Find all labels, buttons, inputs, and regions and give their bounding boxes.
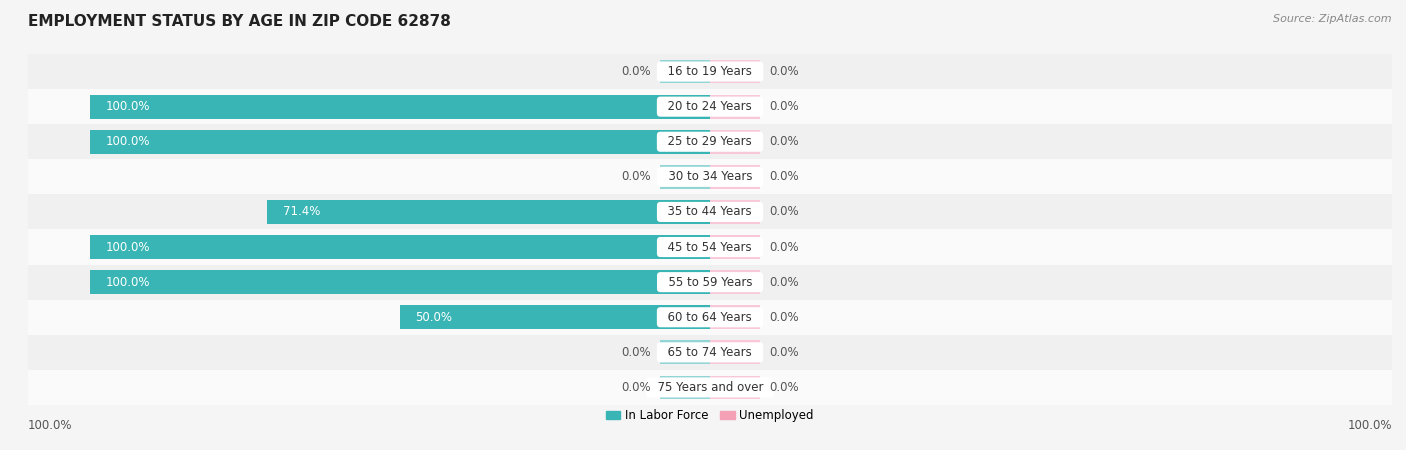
Bar bbox=[28, 300, 1392, 335]
Bar bbox=[710, 235, 759, 259]
Bar bbox=[710, 200, 759, 224]
Bar bbox=[710, 340, 759, 364]
Text: 100.0%: 100.0% bbox=[105, 241, 150, 253]
Bar bbox=[661, 59, 710, 84]
Text: 0.0%: 0.0% bbox=[621, 171, 651, 183]
Text: 0.0%: 0.0% bbox=[621, 346, 651, 359]
Text: 0.0%: 0.0% bbox=[769, 135, 799, 148]
Bar bbox=[28, 335, 1392, 370]
Text: 0.0%: 0.0% bbox=[769, 65, 799, 78]
Text: 100.0%: 100.0% bbox=[28, 419, 73, 432]
Bar bbox=[90, 270, 710, 294]
Bar bbox=[267, 200, 710, 224]
Bar bbox=[710, 165, 759, 189]
Text: 30 to 34 Years: 30 to 34 Years bbox=[661, 171, 759, 183]
Text: Source: ZipAtlas.com: Source: ZipAtlas.com bbox=[1274, 14, 1392, 23]
Text: 0.0%: 0.0% bbox=[621, 65, 651, 78]
Bar bbox=[710, 59, 759, 84]
Text: 0.0%: 0.0% bbox=[769, 276, 799, 288]
Bar bbox=[28, 194, 1392, 230]
Text: 55 to 59 Years: 55 to 59 Years bbox=[661, 276, 759, 288]
Text: 16 to 19 Years: 16 to 19 Years bbox=[661, 65, 759, 78]
Text: 0.0%: 0.0% bbox=[769, 171, 799, 183]
Text: 0.0%: 0.0% bbox=[769, 311, 799, 324]
Bar bbox=[90, 94, 710, 119]
Text: 0.0%: 0.0% bbox=[769, 346, 799, 359]
Bar bbox=[710, 270, 759, 294]
Bar bbox=[710, 375, 759, 400]
Text: 100.0%: 100.0% bbox=[105, 135, 150, 148]
Bar bbox=[661, 340, 710, 364]
Bar bbox=[28, 265, 1392, 300]
Text: 0.0%: 0.0% bbox=[769, 381, 799, 394]
Text: 20 to 24 Years: 20 to 24 Years bbox=[661, 100, 759, 113]
Bar bbox=[90, 235, 710, 259]
Bar bbox=[710, 130, 759, 154]
Bar bbox=[661, 375, 710, 400]
Text: 50.0%: 50.0% bbox=[416, 311, 453, 324]
Bar bbox=[28, 89, 1392, 124]
Text: 0.0%: 0.0% bbox=[769, 206, 799, 218]
Bar bbox=[401, 305, 710, 329]
Text: 45 to 54 Years: 45 to 54 Years bbox=[661, 241, 759, 253]
Bar bbox=[28, 230, 1392, 265]
Legend: In Labor Force, Unemployed: In Labor Force, Unemployed bbox=[602, 405, 818, 427]
Text: 75 Years and over: 75 Years and over bbox=[650, 381, 770, 394]
Text: 100.0%: 100.0% bbox=[105, 276, 150, 288]
Text: 65 to 74 Years: 65 to 74 Years bbox=[661, 346, 759, 359]
Text: 0.0%: 0.0% bbox=[769, 241, 799, 253]
Text: EMPLOYMENT STATUS BY AGE IN ZIP CODE 62878: EMPLOYMENT STATUS BY AGE IN ZIP CODE 628… bbox=[28, 14, 451, 28]
Text: 71.4%: 71.4% bbox=[283, 206, 321, 218]
Text: 35 to 44 Years: 35 to 44 Years bbox=[661, 206, 759, 218]
Bar bbox=[28, 159, 1392, 194]
Text: 100.0%: 100.0% bbox=[105, 100, 150, 113]
Bar bbox=[28, 370, 1392, 405]
Bar bbox=[90, 130, 710, 154]
Bar bbox=[710, 305, 759, 329]
Text: 100.0%: 100.0% bbox=[1347, 419, 1392, 432]
Bar bbox=[28, 124, 1392, 159]
Text: 25 to 29 Years: 25 to 29 Years bbox=[661, 135, 759, 148]
Text: 60 to 64 Years: 60 to 64 Years bbox=[661, 311, 759, 324]
Bar bbox=[710, 94, 759, 119]
Bar bbox=[28, 54, 1392, 89]
Bar bbox=[661, 165, 710, 189]
Text: 0.0%: 0.0% bbox=[769, 100, 799, 113]
Text: 0.0%: 0.0% bbox=[621, 381, 651, 394]
